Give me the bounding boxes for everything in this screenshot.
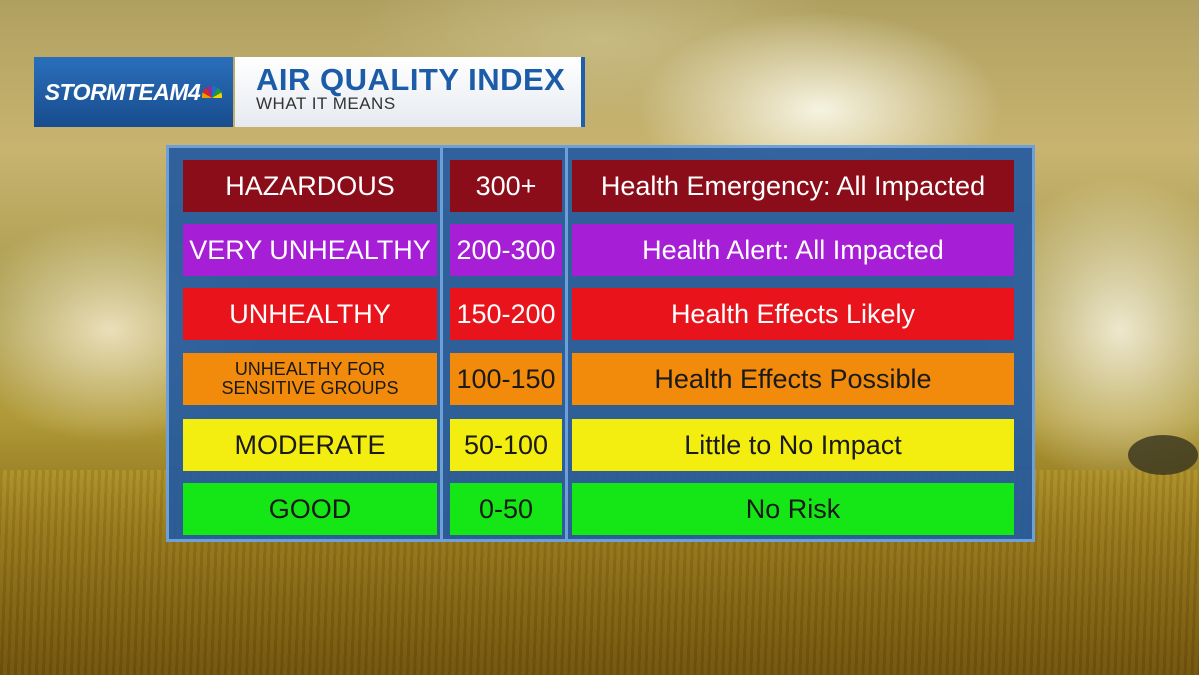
range-cell: 150-200 bbox=[450, 288, 562, 340]
category-cell: MODERATE bbox=[183, 419, 437, 471]
column-divider bbox=[440, 148, 443, 539]
range-cell: 200-300 bbox=[450, 224, 562, 276]
range-cell: 0-50 bbox=[450, 483, 562, 535]
category-cell: UNHEALTHY bbox=[183, 288, 437, 340]
meaning-cell: Health Alert: All Impacted bbox=[572, 224, 1014, 276]
range-cell: 50-100 bbox=[450, 419, 562, 471]
meaning-cell: Health Effects Likely bbox=[572, 288, 1014, 340]
category-cell: VERY UNHEALTHY bbox=[183, 224, 437, 276]
range-cell: 100-150 bbox=[450, 353, 562, 405]
category-line: UNHEALTHY FOR bbox=[234, 359, 386, 379]
meaning-cell: No Risk bbox=[572, 483, 1014, 535]
category-cell: UNHEALTHY FOR SENSITIVE GROUPS bbox=[183, 353, 437, 405]
background-tree bbox=[1128, 435, 1198, 475]
range-cell: 300+ bbox=[450, 160, 562, 212]
title-banner: AIR QUALITY INDEX WHAT IT MEANS bbox=[235, 57, 585, 127]
column-divider bbox=[565, 148, 568, 539]
page-subtitle: WHAT IT MEANS bbox=[256, 94, 396, 113]
meaning-cell: Little to No Impact bbox=[572, 419, 1014, 471]
aqi-table: HAZARDOUS 300+ Health Emergency: All Imp… bbox=[166, 145, 1035, 542]
category-cell: GOOD bbox=[183, 483, 437, 535]
category-line: SENSITIVE GROUPS bbox=[221, 378, 399, 398]
stormteam4-logo: STORMTEAM4 bbox=[34, 57, 233, 127]
peacock-icon bbox=[202, 86, 223, 98]
meaning-cell: Health Emergency: All Impacted bbox=[572, 160, 1014, 212]
category-cell: HAZARDOUS bbox=[183, 160, 437, 212]
meaning-cell: Health Effects Possible bbox=[572, 353, 1014, 405]
page-title: AIR QUALITY INDEX bbox=[256, 62, 566, 97]
logo-text: STORMTEAM4 bbox=[44, 78, 201, 105]
